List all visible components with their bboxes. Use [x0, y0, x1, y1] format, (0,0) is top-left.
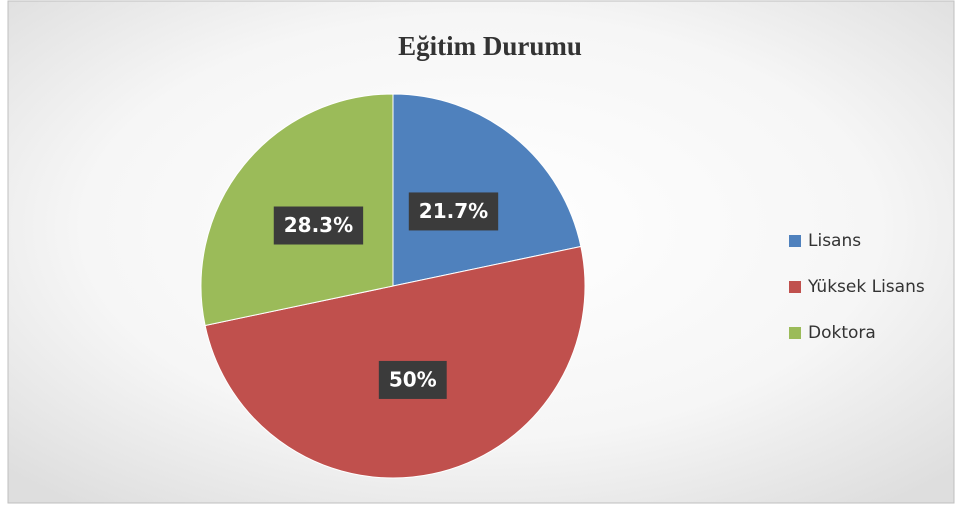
legend-swatch: [789, 235, 801, 247]
legend-label: Lisans: [808, 231, 861, 251]
data-label-box: [408, 192, 499, 231]
legend-label: Doktora: [808, 323, 876, 343]
data-label: 21.7%: [419, 199, 488, 223]
chart-title: Eğitim Durumu: [398, 31, 582, 61]
data-label: 50%: [389, 367, 437, 391]
legend-swatch: [789, 281, 801, 293]
legend-swatch: [789, 327, 801, 339]
pie-slice: [392, 93, 582, 287]
data-label-box: [378, 360, 447, 399]
data-label-box: [273, 206, 364, 245]
legend-label: Yüksek Lisans: [807, 277, 925, 297]
data-label: 28.3%: [284, 213, 353, 237]
